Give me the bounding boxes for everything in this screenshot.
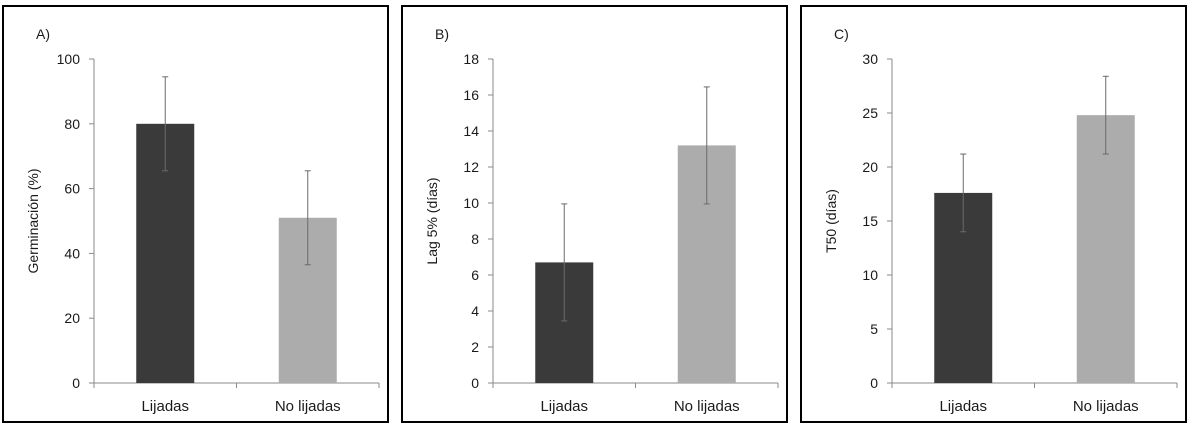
y-tick-label: 40 [64,245,80,261]
y-tick-label: 30 [862,51,878,67]
y-axis-title: Germinación (%) [25,168,41,273]
y-tick-label: 18 [463,51,479,67]
panel-label: B) [435,26,449,42]
y-tick-label: 60 [64,181,80,197]
y-tick-label: 10 [463,195,479,211]
panel-label: A) [36,26,50,42]
x-category-label: No lijadas [1073,398,1139,415]
y-tick-label: 8 [471,231,479,247]
chart-panel-b: B) Lag 5% (días) 0 2 4 6 8 10 12 14 16 18 Lijadas No … [401,5,788,423]
y-tick-label: 4 [471,303,479,319]
y-tick-label: 16 [463,87,479,103]
panel-label: C) [834,26,849,42]
y-tick-label: 20 [862,159,878,175]
y-tick-label: 10 [862,267,878,283]
chart-panel-a: A) Germinación (%) 0 20 40 60 80 100 Lijadas No l… [2,5,389,423]
y-tick-label: 12 [463,159,479,175]
y-tick-label: 25 [862,105,878,121]
y-tick-label: 2 [471,339,479,355]
y-tick-label: 5 [870,321,878,337]
x-category-label: No lijadas [674,398,740,415]
x-category-label: No lijadas [275,398,341,415]
y-tick-label: 0 [471,375,479,391]
x-category-label: Lijadas [141,398,189,415]
y-axis-title: T50 (días) [823,189,839,253]
y-tick-label: 100 [57,51,81,67]
y-tick-label: 0 [870,375,878,391]
y-tick-label: 20 [64,310,80,326]
y-tick-label: 15 [862,213,878,229]
x-category-label: Lijadas [939,398,987,415]
chart-panel-c: C) T50 (días) 0 5 10 15 20 25 30 Lijadas No lijada… [800,5,1187,423]
y-tick-label: 80 [64,116,80,132]
chart-svg-b: B) Lag 5% (días) 0 2 4 6 8 10 12 14 16 18 Lijadas No … [424,26,779,415]
bar-no-lijadas [1076,115,1135,383]
y-tick-label: 14 [463,123,479,139]
chart-svg-a: A) Germinación (%) 0 20 40 60 80 100 Lijadas No l… [25,26,380,415]
y-tick-label: 6 [471,267,479,283]
y-tick-label: 0 [72,375,80,391]
chart-svg-c: C) T50 (días) 0 5 10 15 20 25 30 Lijadas No lijada… [823,26,1178,415]
x-category-label: Lijadas [540,398,588,415]
y-axis-title: Lag 5% (días) [424,177,440,264]
